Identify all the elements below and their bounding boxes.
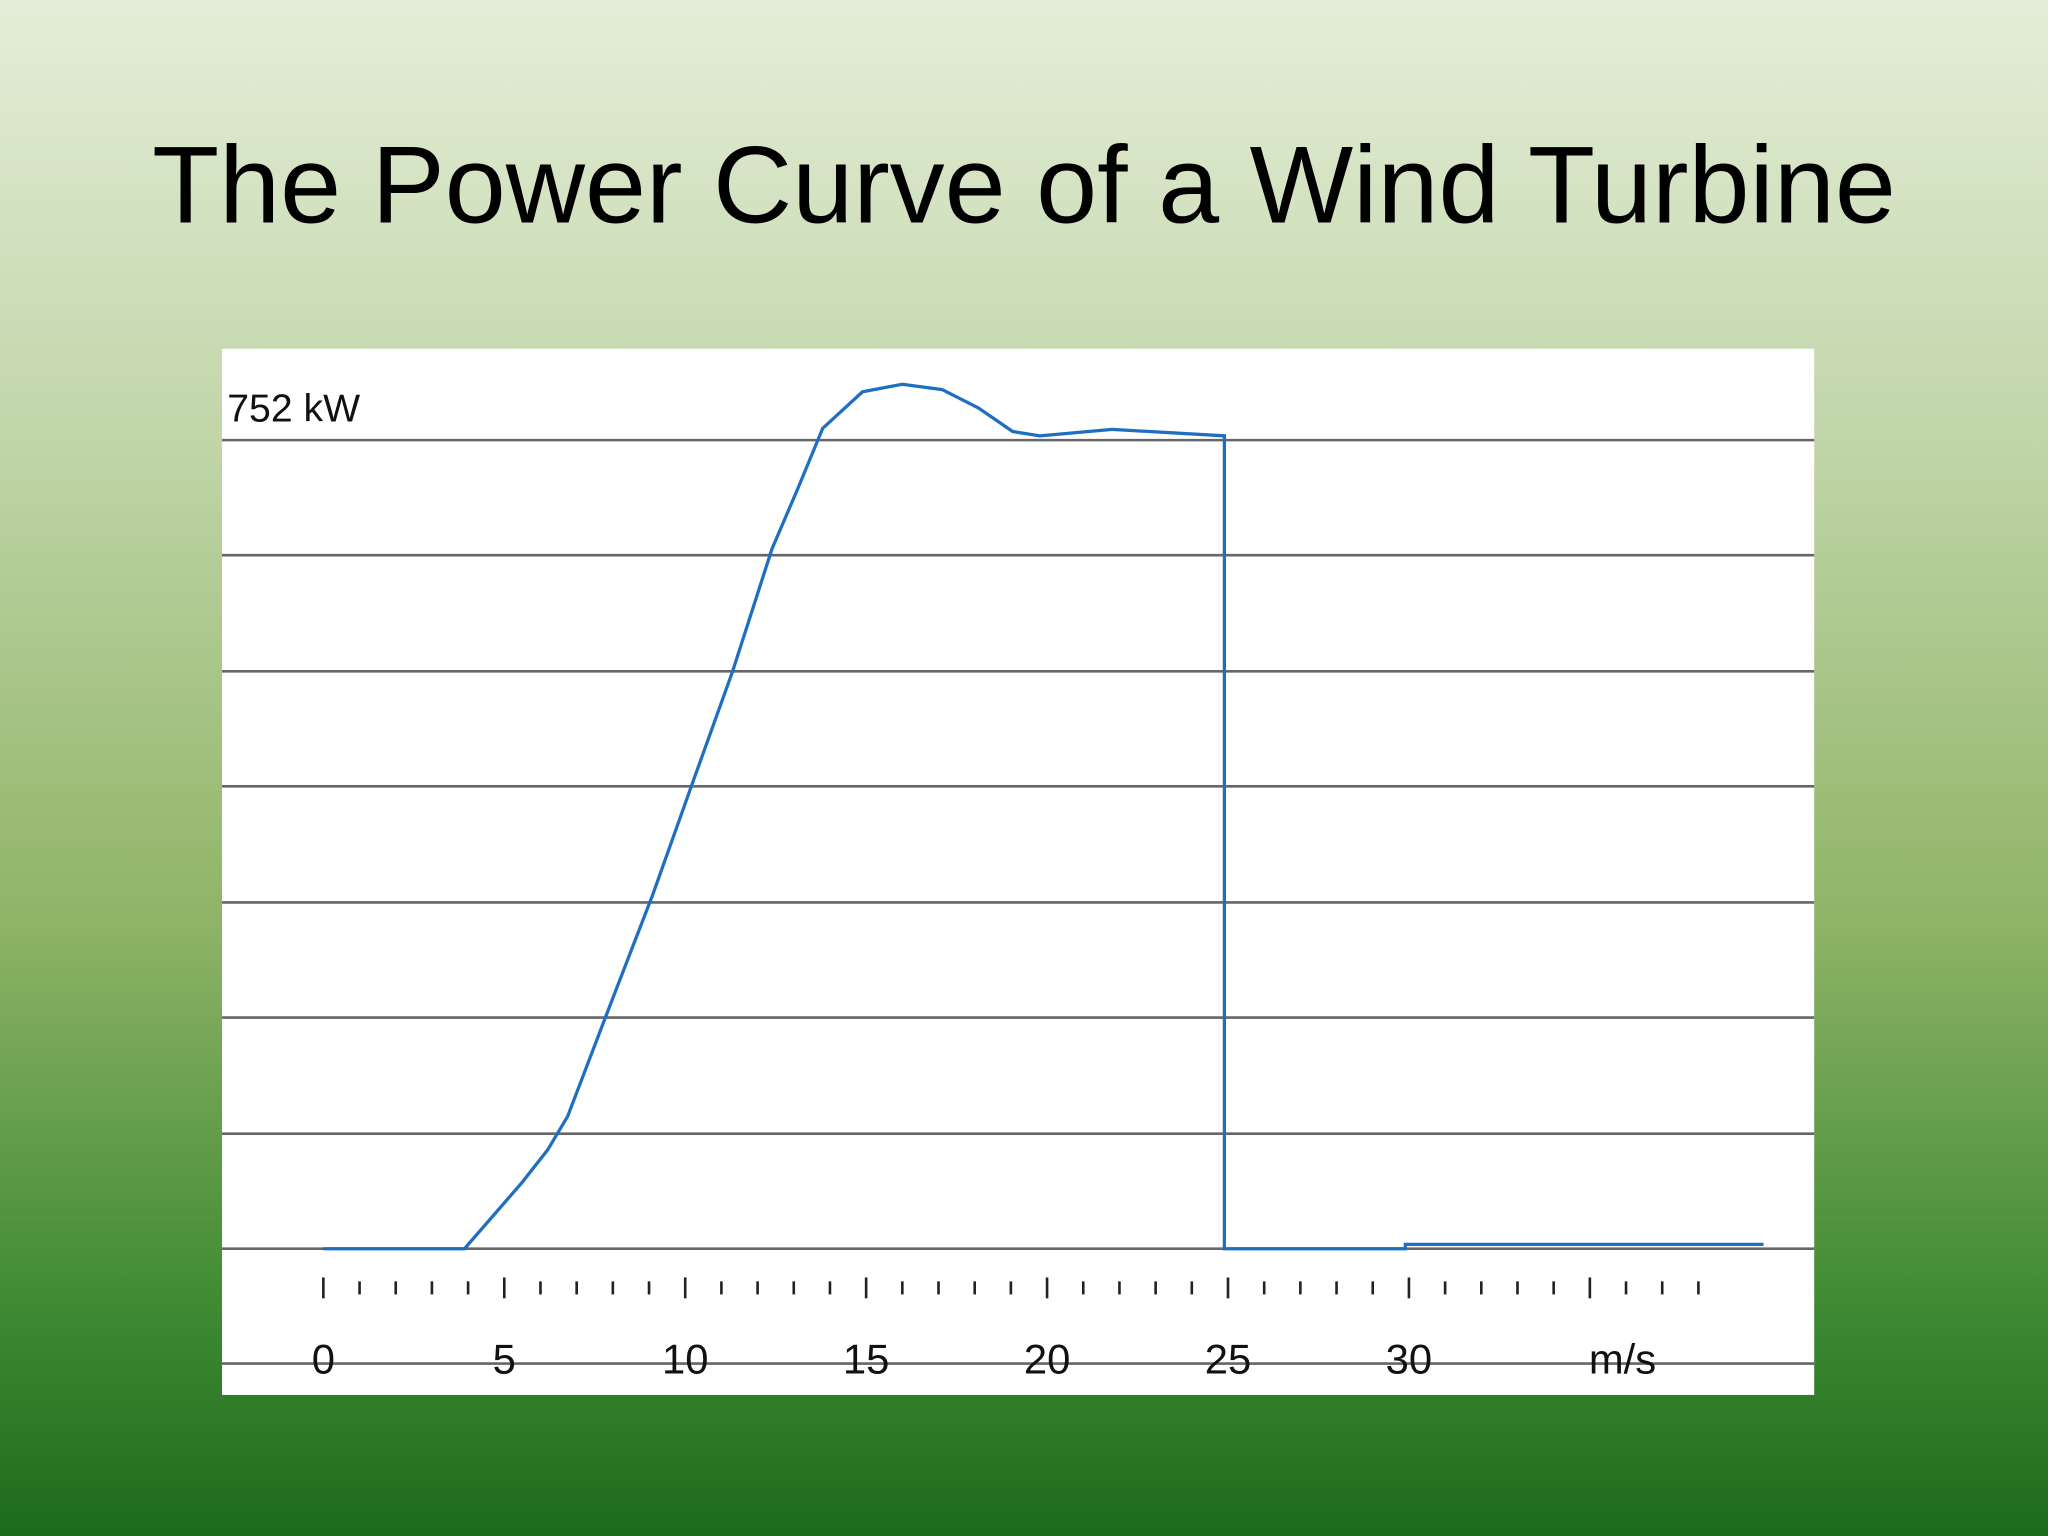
x-tick-label: m/s [1589, 1335, 1656, 1382]
power-curve [323, 382, 1764, 1251]
x-tick-label: 15 [843, 1335, 889, 1382]
x-tick-label: 10 [662, 1335, 708, 1382]
x-tick-label: 25 [1205, 1335, 1251, 1382]
x-tick-label: 5 [493, 1335, 516, 1382]
x-tick-label: 20 [1024, 1335, 1070, 1382]
x-tick-label: 0 [312, 1335, 335, 1382]
plot-area [222, 348, 1815, 1395]
x-tick-label: 30 [1386, 1335, 1432, 1382]
y-tick-label: 752 kW [227, 388, 360, 431]
slide-title: The Power Curve of a Wind Turbine [152, 124, 1896, 246]
